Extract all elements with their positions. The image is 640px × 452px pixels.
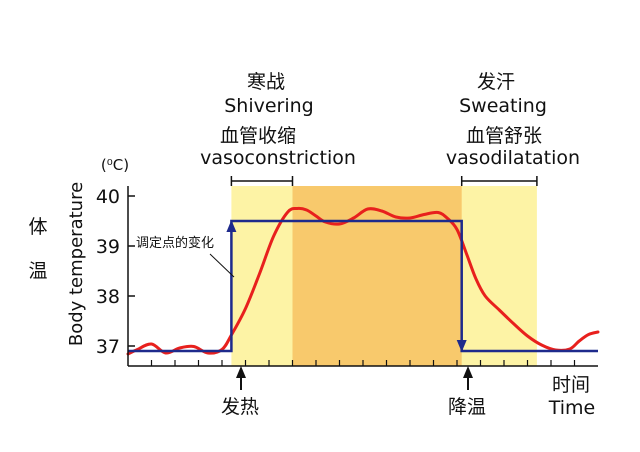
x-axis-ticks [150, 360, 576, 366]
vasoconstriction-label-cn: 血管收缩 [220, 125, 296, 147]
x-axis-title-cn: 时间 [552, 374, 590, 396]
fever-onset-marker: 发热 [221, 366, 259, 418]
y-axis-title-cn-char-2: 温 [28, 260, 47, 282]
vasodilatation-label-cn: 血管舒张 [466, 125, 542, 147]
x-axis-title: Time [548, 397, 596, 419]
shivering-label-cn: 寒战 [247, 71, 285, 93]
shivering-label: Shivering [224, 95, 314, 117]
defervescence-arrowhead [463, 366, 473, 378]
y-tick-label-39: 39 [96, 236, 120, 258]
phase-brackets [230, 176, 538, 186]
defervescence-label: 降温 [448, 396, 486, 418]
shivering-bracket [230, 176, 294, 186]
setpoint-line [128, 219, 598, 353]
sweating-label: Sweating [459, 95, 547, 117]
background-bands [231, 186, 537, 366]
sweating-bracket [460, 176, 538, 186]
unit-label: (⁰C) [101, 156, 129, 174]
y-axis-ticks: 37 38 39 40 [96, 186, 135, 358]
plateau-band [292, 186, 462, 366]
setpoint-arrowheads [226, 220, 467, 352]
vasodilatation-label: vasodilatation [446, 147, 580, 169]
y-axis-title-cn-char-1: 体 [28, 216, 47, 238]
setpoint-pointer [209, 253, 235, 278]
y-tick-label-37: 37 [96, 336, 120, 358]
setpoint-fall-arrowhead [456, 340, 467, 352]
y-tick-label-40: 40 [96, 186, 120, 208]
temperature-line [126, 206, 600, 356]
fever-onset-label: 发热 [221, 396, 259, 418]
vasoconstriction-label: vasoconstriction [200, 147, 356, 169]
defervescence-marker: 降温 [448, 366, 486, 418]
y-tick-label-38: 38 [96, 286, 120, 308]
y-axis-title: Body temperature [66, 182, 87, 346]
setpoint-change-label: 调定点的变化 [136, 235, 214, 251]
sweating-label-cn: 发汗 [477, 71, 515, 93]
fever-onset-arrowhead [236, 366, 246, 378]
setpoint-rise-arrowhead [226, 220, 237, 232]
